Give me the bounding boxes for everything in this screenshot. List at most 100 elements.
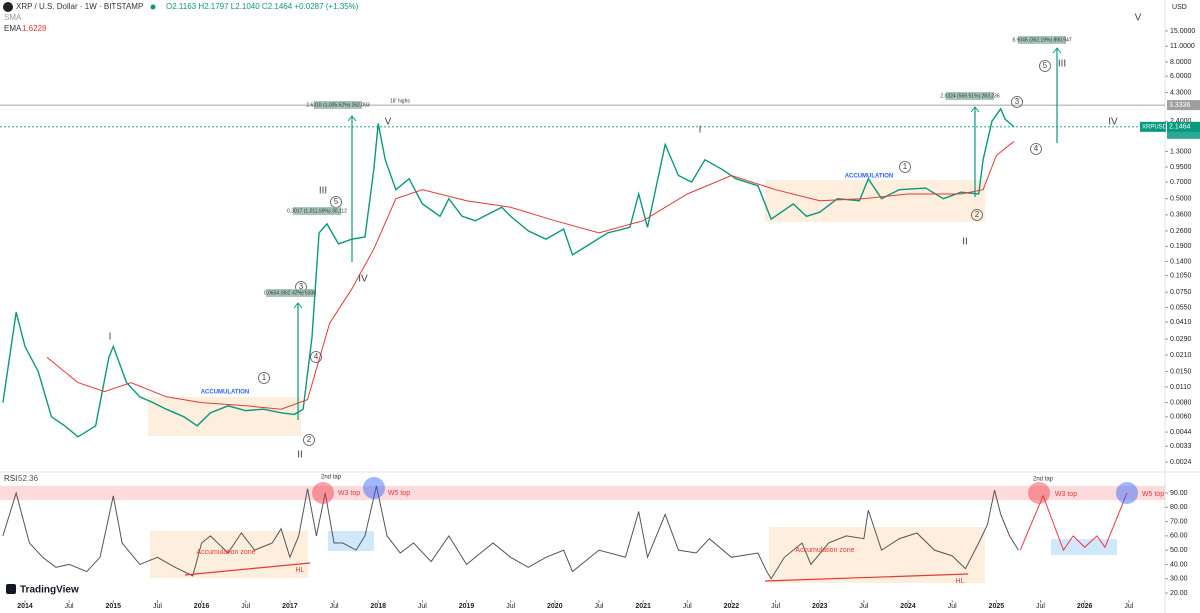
x-tick-label: 2014 [17,603,33,610]
y-tick-label: 0.0410 [1170,319,1192,326]
x-tick-label: 2026 [1077,603,1093,610]
measure-label: 8.9045 (362.19%) 890,947 [1012,37,1071,43]
x-tick-label: 2024 [900,603,916,610]
wave-label: I [109,332,112,343]
price-level-box [1167,100,1200,111]
ohlc: O2.1163 H2.1797 L2.1040 C2.1464 +0.0287 … [166,2,359,11]
measure-tag [266,289,314,297]
wave-circle [1039,60,1051,72]
rsi-annotation: Accumulation zone [795,547,854,554]
rsi-annotation: Accumulation zone [196,549,255,556]
rsi-annotation: 2nd tap [1033,477,1054,483]
x-tick-label: Jul [418,603,427,610]
y-tick-label: 2.4000 [1170,118,1192,125]
measure-label: 0.0604 (862.42%) 6338 [264,290,316,296]
sma-label: SMA [4,13,22,22]
wave-count: 4 [1034,144,1039,153]
y-tick-label: 15.0000 [1170,28,1195,35]
wave-circle [1030,143,1042,155]
currency: USD [1172,4,1187,11]
y-tick-label: 0.9500 [1170,164,1192,171]
y-tick-label: 80.00 [1170,504,1188,511]
series-line [46,140,1015,410]
rsi-annotation: W3 top [1055,491,1077,498]
y-tick-label: 0.0750 [1170,289,1192,296]
ticker-box [1140,121,1166,132]
y-tick-label: 0.0080 [1170,399,1192,406]
wave-label: IV [358,274,368,285]
brand-logo [6,584,16,594]
wave-count: 1 [262,373,267,382]
x-tick-label: 2018 [370,603,386,610]
wave-circle [258,372,270,384]
rsi-value: 52.36 [18,474,39,483]
y-tick-label: 1.3000 [1170,148,1192,155]
price-level-label: 3.3336 [1169,102,1191,109]
y-tick-label: 60.00 [1170,533,1188,540]
y-tick-label: 0.0150 [1170,368,1192,375]
highlight-circle [363,477,385,499]
arrow-head [293,302,303,309]
symbol-title: XRP / U.S. Dollar · 1W · BITSTAMP [16,2,143,11]
y-tick-label: 8.0000 [1170,59,1192,66]
wave-count: 2 [307,435,312,444]
wave-count: 5 [1043,61,1048,70]
wave-label: III [319,186,327,197]
y-tick-label: 0.1900 [1170,243,1192,250]
rsi-annotation: W5 top [1142,491,1164,498]
y-tick-label: 0.0033 [1170,443,1192,450]
wave-label: V [1135,13,1142,24]
zone-label: ACCUMULATION [845,174,894,180]
x-tick-label: 2015 [106,603,122,610]
y-tick-label: 30.00 [1170,576,1188,583]
x-tick-label: Jul [241,603,250,610]
rsi-annotation: 2nd tap [321,475,342,481]
ticker-label: XRPUSD [1142,124,1168,130]
y-tick-label: 0.1400 [1170,258,1192,265]
ema-label: EMA [4,24,22,33]
x-tick-label: 2020 [547,603,563,610]
x-tick-label: Jul [594,603,603,610]
highlight-circle [1028,482,1050,504]
rsi-label: RSI [4,474,17,483]
consolidation-box [328,531,374,551]
wave-label: I [699,125,702,136]
wave-count: 2 [975,210,980,219]
measure-tag [293,207,341,215]
highlight-circle [1116,482,1138,504]
x-tick-label: Jul [771,603,780,610]
rsi-annotation: W3 top [338,490,360,497]
x-tick-label: Jul [948,603,957,610]
accumulation-zone [765,180,985,222]
wave-count: 1 [903,162,908,171]
wave-label: III [1058,59,1066,70]
series-line [2,107,1015,438]
price-level-box [1167,121,1200,132]
wave-count: 5 [334,197,339,206]
zone-label: ACCUMULATION [201,390,250,396]
measure-label: 0.3017 (1,011.59%) 30,112 [287,208,347,214]
rsi-annotation: W5 top [388,490,410,497]
wave-label: II [297,450,303,461]
rsi-annotation: HL [956,578,965,585]
ema-value: 1.6228 [22,24,47,33]
y-tick-label: 6.0000 [1170,73,1192,80]
x-tick-label: Jul [330,603,339,610]
hl-line [184,562,311,576]
x-tick-label: 2022 [724,603,740,610]
wave-circle [310,351,322,363]
accumulation-zone [150,531,308,578]
x-tick-label: 2019 [459,603,475,610]
wave-circle [1011,96,1023,108]
wave-label: 18' highs [390,98,410,104]
y-tick-label: 90.00 [1170,490,1188,497]
y-tick-label: 0.5000 [1170,196,1192,203]
brand: TradingView [20,585,79,596]
x-tick-label: Jul [1124,603,1133,610]
y-tick-label: 40.00 [1170,561,1188,568]
wave-label: II [962,237,968,248]
y-tick-label: 0.2600 [1170,228,1192,235]
series-line [2,485,1019,580]
highlight-circle [312,482,334,504]
